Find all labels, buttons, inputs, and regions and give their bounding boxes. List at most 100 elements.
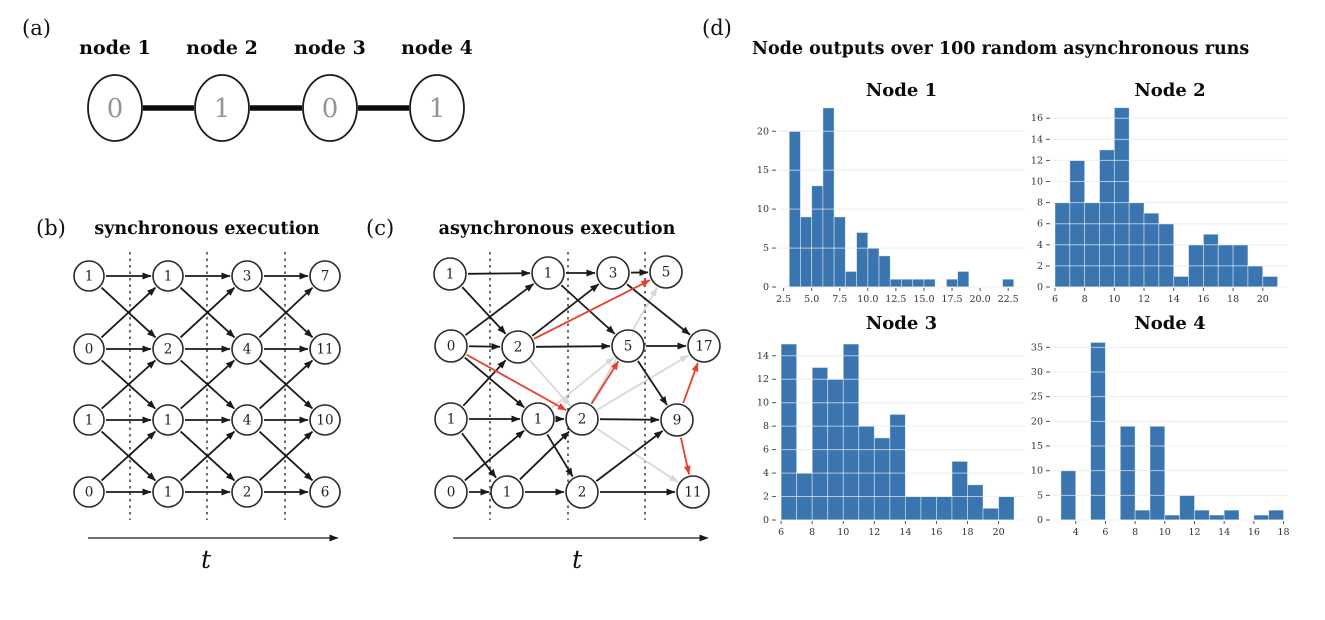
hist-bar — [1002, 278, 1015, 288]
hist-xtick-label: 20.0 — [970, 294, 991, 305]
hist-xtick-label: 5.0 — [804, 294, 819, 305]
async-edge-black — [637, 360, 668, 406]
hist-ytick-label: 12 — [1031, 155, 1043, 166]
sync-node-circle — [73, 404, 105, 436]
hist-xtick-label: 10.0 — [857, 294, 878, 305]
chain-node-value: 1 — [429, 94, 446, 124]
hist-ytick-label: 2 — [1037, 261, 1043, 272]
async-node-value: 1 — [447, 412, 456, 428]
chain-node-name: node 3 — [294, 37, 366, 59]
async-edge-black — [464, 429, 525, 482]
async-node-circle — [611, 329, 645, 363]
sync-node-value: 0 — [85, 342, 94, 358]
async-edge-black — [519, 430, 570, 481]
async-node-value: 1 — [534, 412, 543, 428]
sync-node-value: 6 — [321, 485, 330, 501]
hist-bar — [822, 107, 835, 288]
sync-node-value: 4 — [243, 342, 252, 358]
hist-bar — [946, 278, 959, 288]
hist-ytick-label: 4 — [1037, 240, 1043, 251]
hist-bar — [889, 414, 906, 521]
async-node-value: 2 — [578, 412, 587, 428]
async-node-circle — [596, 256, 630, 290]
async-edge-black — [595, 430, 664, 482]
time-axis-label-c: t — [571, 545, 583, 574]
hist-xtick-label: 6 — [778, 527, 784, 538]
hist-ytick-label: 20 — [757, 126, 769, 137]
sync-node-value: 10 — [316, 413, 333, 429]
hist-bar — [1247, 265, 1264, 288]
sync-node-value: 1 — [85, 269, 94, 285]
hist-bar — [873, 437, 891, 521]
async-edge-black — [462, 359, 507, 407]
async-node-circle — [565, 475, 599, 509]
hist-xtick-label: 10 — [1108, 294, 1120, 305]
async-node-value: 17 — [695, 339, 712, 355]
hist-xtick-label: 6 — [1102, 527, 1108, 538]
hist-bar — [780, 343, 798, 521]
async-node-value: 9 — [673, 413, 682, 429]
sync-edge — [100, 430, 157, 482]
sync-node-value: 1 — [85, 413, 94, 429]
hist-ytick-label: 5 — [1037, 490, 1043, 501]
sync-node-circle — [231, 476, 263, 508]
sync-edge — [101, 359, 156, 410]
hist-ytick-label: 10 — [757, 204, 769, 215]
sync-node-circle — [309, 404, 341, 436]
async-edge-black — [599, 416, 660, 424]
hist-bar — [936, 496, 953, 521]
hist-xtick-label: 8 — [1132, 527, 1138, 538]
sync-node-value: 7 — [321, 269, 330, 285]
async-node-circle — [434, 402, 468, 436]
sync-edge — [100, 286, 157, 339]
hist-ytick-label: 14 — [757, 351, 769, 362]
sync-node-value: 0 — [85, 485, 94, 501]
hist-ytick-label: 35 — [1031, 342, 1043, 353]
hist-xtick-label: 10 — [1159, 527, 1171, 538]
hist-ytick-label: 16 — [1031, 113, 1043, 124]
hist-ytick-label: 15 — [1031, 441, 1043, 452]
hist-bar — [1119, 425, 1136, 521]
sync-node-circle — [309, 260, 341, 292]
sync-node-circle — [73, 476, 105, 508]
sync-node-value: 2 — [243, 485, 252, 501]
hist-bar — [867, 247, 880, 288]
async-edge-red — [533, 279, 651, 340]
hist-xtick-label: 14 — [1168, 294, 1180, 305]
hist-bar — [1158, 223, 1175, 288]
chain-node-name: node 1 — [79, 37, 151, 59]
hist-ytick-label: 10 — [1031, 177, 1043, 188]
time-axis-label-b: t — [200, 545, 212, 574]
async-node-circle — [565, 402, 599, 436]
hist-bar — [844, 271, 857, 288]
hist-bar — [833, 216, 846, 288]
async-node-value: 2 — [578, 485, 587, 501]
sync-node-circle — [231, 260, 263, 292]
async-node-circle — [433, 257, 467, 291]
hist-xtick-label: 20 — [993, 527, 1005, 538]
hist-bar — [967, 484, 984, 521]
sync-node-circle — [231, 404, 263, 436]
async-node-circle — [660, 403, 694, 437]
async-edge-black — [560, 284, 616, 335]
hist-bar — [957, 271, 970, 288]
hist-bar — [1134, 509, 1151, 521]
async-node-value: 1 — [544, 266, 553, 282]
hist-ytick-label: 10 — [1031, 466, 1043, 477]
async-edge-red — [682, 362, 699, 404]
hist-xtick-label: 18 — [1227, 294, 1239, 305]
hist-ytick-label: 25 — [1031, 392, 1043, 403]
chain-node-circle — [87, 74, 143, 142]
hist-bar — [998, 496, 1015, 521]
sync-node-value: 3 — [243, 269, 252, 285]
async-edge-black — [461, 432, 497, 479]
hist-ytick-label: 4 — [763, 468, 769, 479]
hist-xtick-label: 16 — [1197, 294, 1209, 305]
async-edge-black — [464, 283, 535, 336]
sync-edge — [179, 430, 236, 482]
sync-node-circle — [231, 333, 263, 365]
async-edge-gray — [551, 356, 615, 409]
sync-node-value: 11 — [316, 342, 333, 358]
sync-node-circle — [152, 404, 184, 436]
